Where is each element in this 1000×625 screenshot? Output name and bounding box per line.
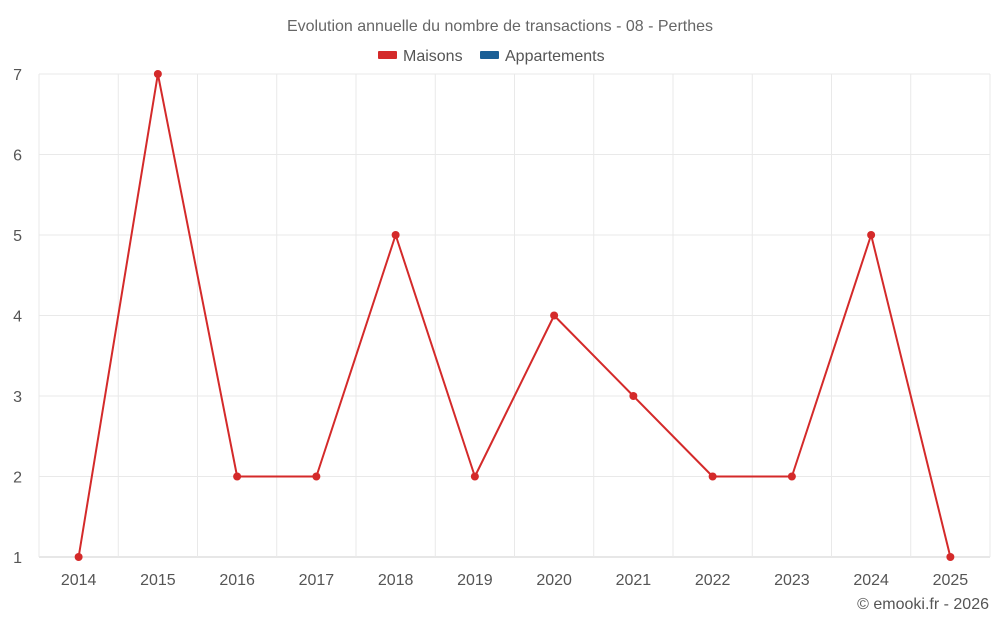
y-tick-label: 4 xyxy=(13,309,22,326)
data-point-maisons[interactable] xyxy=(153,70,162,78)
legend: Maisons Appartements xyxy=(378,48,605,65)
x-tick-label: 2017 xyxy=(299,572,335,589)
data-point-maisons[interactable] xyxy=(629,392,638,400)
x-tick-label: 2015 xyxy=(140,572,176,589)
x-tick-label: 2019 xyxy=(457,572,493,589)
chart-title: Evolution annuelle du nombre de transact… xyxy=(287,18,713,35)
y-axis-ticks: 1 2 3 4 5 6 7 xyxy=(13,67,22,567)
y-tick-label: 5 xyxy=(13,228,22,245)
x-tick-label: 2023 xyxy=(774,572,810,589)
data-point-maisons[interactable] xyxy=(946,553,955,561)
data-point-maisons[interactable] xyxy=(708,472,717,481)
x-axis-ticks: 2014 2015 2016 2017 2018 2019 2020 2021 2022 2023… xyxy=(61,572,968,589)
data-point-maisons[interactable] xyxy=(391,231,400,239)
x-tick-label: 2022 xyxy=(695,572,731,589)
data-point-maisons[interactable] xyxy=(233,472,242,481)
legend-label-appartements[interactable]: Appartements xyxy=(505,48,605,65)
x-tick-label: 2024 xyxy=(853,572,889,589)
y-tick-label: 3 xyxy=(13,389,22,406)
x-tick-label: 2021 xyxy=(616,572,652,589)
x-tick-label: 2014 xyxy=(61,572,97,589)
y-tick-label: 6 xyxy=(13,148,22,165)
legend-swatch-maisons[interactable] xyxy=(378,51,397,59)
grid xyxy=(38,73,991,558)
data-point-maisons[interactable] xyxy=(787,472,796,481)
y-tick-label: 2 xyxy=(13,470,22,487)
data-point-maisons[interactable] xyxy=(312,472,321,481)
data-point-maisons[interactable] xyxy=(867,231,876,239)
x-tick-label: 2025 xyxy=(933,572,969,589)
x-tick-label: 2020 xyxy=(536,572,572,589)
data-point-maisons[interactable] xyxy=(74,553,83,561)
y-tick-label: 7 xyxy=(13,67,22,84)
legend-label-maisons[interactable]: Maisons xyxy=(403,48,463,65)
x-tick-label: 2016 xyxy=(219,572,255,589)
legend-swatch-appartements[interactable] xyxy=(480,51,499,59)
y-tick-label: 1 xyxy=(13,550,22,567)
data-point-maisons[interactable] xyxy=(470,472,479,481)
series-line-maisons xyxy=(77,73,952,558)
x-tick-label: 2018 xyxy=(378,572,414,589)
data-point-maisons[interactable] xyxy=(550,311,559,320)
series-maisons xyxy=(74,70,955,561)
credit-text: © emooki.fr - 2026 xyxy=(857,596,989,613)
